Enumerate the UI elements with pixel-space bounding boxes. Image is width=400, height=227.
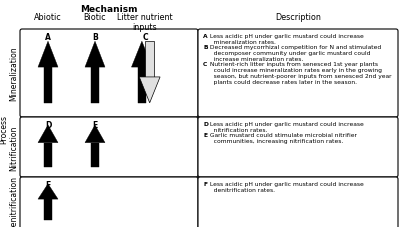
Text: Mechanism: Mechanism <box>80 5 138 14</box>
Text: Description: Description <box>275 13 321 22</box>
Polygon shape <box>44 199 52 220</box>
Text: Less acidic pH under garlic mustard could increase
   denitrification rates.: Less acidic pH under garlic mustard coul… <box>208 181 364 192</box>
Text: Decreased mycorrhizal competition for N and stimulated
   decomposer community u: Decreased mycorrhizal competition for N … <box>208 45 381 62</box>
Text: Garlic mustard could stimulate microbial nitrifier
   communities, increasing ni: Garlic mustard could stimulate microbial… <box>208 133 357 143</box>
Text: D: D <box>203 121 208 126</box>
Text: Less acidic pH under garlic mustard could increase
   mineralization rates.: Less acidic pH under garlic mustard coul… <box>208 34 364 45</box>
Text: Nitrification: Nitrification <box>10 125 18 170</box>
Polygon shape <box>44 143 52 167</box>
Polygon shape <box>91 143 99 167</box>
Text: E: E <box>203 133 207 138</box>
FancyBboxPatch shape <box>20 118 198 177</box>
Text: B: B <box>203 45 208 50</box>
FancyBboxPatch shape <box>198 30 398 118</box>
Text: A: A <box>45 33 51 42</box>
Text: Less acidic pH under garlic mustard could increase
   nitrification rates.: Less acidic pH under garlic mustard coul… <box>208 121 364 132</box>
Text: Abiotic: Abiotic <box>34 13 62 22</box>
Text: D: D <box>45 121 51 129</box>
Polygon shape <box>38 42 58 68</box>
FancyBboxPatch shape <box>20 30 198 118</box>
Text: F: F <box>203 181 207 186</box>
Polygon shape <box>85 126 105 143</box>
Text: Nutrient-rich litter inputs from senesced 1st year plants
   could increase mine: Nutrient-rich litter inputs from senesce… <box>208 62 392 85</box>
Polygon shape <box>44 68 52 103</box>
Text: Litter nutrient
inputs: Litter nutrient inputs <box>117 13 173 32</box>
FancyBboxPatch shape <box>198 177 398 227</box>
Text: Biotic: Biotic <box>84 13 106 22</box>
Text: F: F <box>45 180 51 189</box>
Polygon shape <box>91 68 99 103</box>
Polygon shape <box>85 42 105 68</box>
Text: E: E <box>92 121 98 129</box>
FancyBboxPatch shape <box>20 177 198 227</box>
Polygon shape <box>138 68 146 103</box>
Text: Process: Process <box>0 115 8 144</box>
Polygon shape <box>139 78 160 103</box>
Text: A: A <box>203 34 208 39</box>
FancyBboxPatch shape <box>198 118 398 177</box>
Text: Denitrification: Denitrification <box>10 176 18 227</box>
Polygon shape <box>132 42 152 68</box>
Text: B: B <box>92 33 98 42</box>
Text: C: C <box>203 62 207 67</box>
Polygon shape <box>38 126 58 143</box>
Text: C: C <box>142 33 148 42</box>
Polygon shape <box>145 42 154 78</box>
Polygon shape <box>38 184 58 199</box>
Text: Mineralization: Mineralization <box>10 47 18 101</box>
